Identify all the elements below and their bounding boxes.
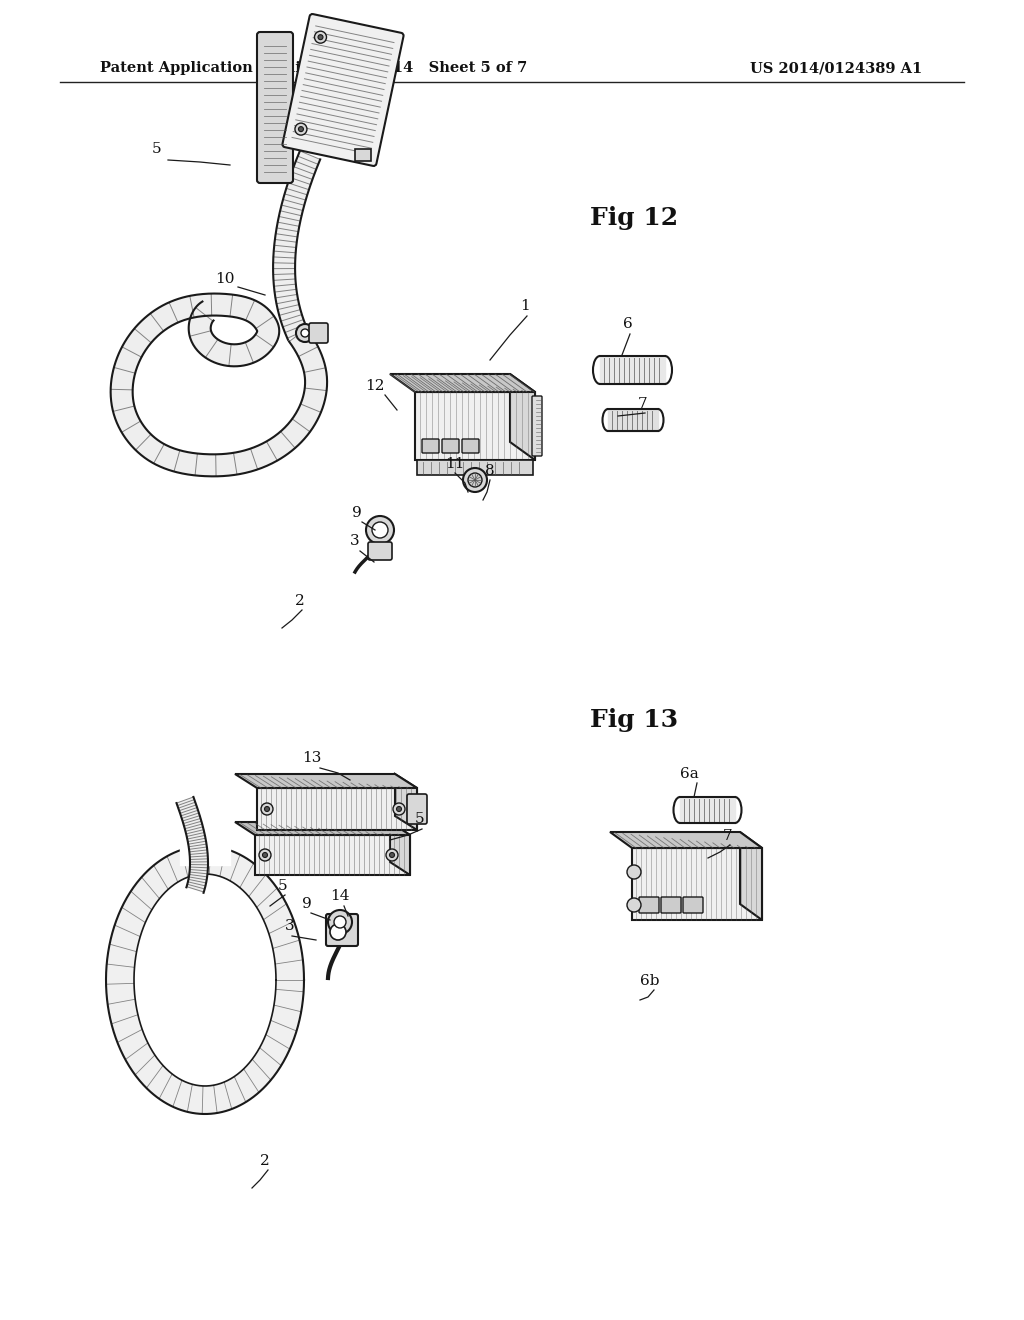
Text: 5: 5 bbox=[152, 143, 162, 156]
Text: 10: 10 bbox=[215, 272, 234, 286]
Text: May 8, 2014   Sheet 5 of 7: May 8, 2014 Sheet 5 of 7 bbox=[313, 61, 527, 75]
Text: 14: 14 bbox=[330, 888, 349, 903]
Circle shape bbox=[261, 803, 273, 814]
FancyBboxPatch shape bbox=[639, 898, 659, 913]
Text: 6a: 6a bbox=[680, 767, 698, 781]
Polygon shape bbox=[273, 150, 321, 339]
Circle shape bbox=[334, 916, 346, 928]
Bar bbox=[600, 356, 665, 384]
Polygon shape bbox=[176, 797, 208, 892]
Bar bbox=[417, 459, 534, 475]
Text: US 2014/0124389 A1: US 2014/0124389 A1 bbox=[750, 61, 923, 75]
FancyBboxPatch shape bbox=[407, 795, 427, 824]
Circle shape bbox=[318, 34, 323, 40]
Text: 2: 2 bbox=[295, 594, 305, 609]
Polygon shape bbox=[234, 822, 410, 836]
Polygon shape bbox=[395, 774, 417, 830]
Circle shape bbox=[389, 853, 394, 858]
Circle shape bbox=[298, 127, 303, 132]
FancyBboxPatch shape bbox=[462, 440, 479, 453]
Polygon shape bbox=[632, 847, 762, 920]
Text: 5: 5 bbox=[415, 812, 425, 826]
Circle shape bbox=[627, 865, 641, 879]
Bar bbox=[680, 797, 735, 822]
Text: 7: 7 bbox=[723, 829, 732, 843]
Polygon shape bbox=[234, 774, 417, 788]
Polygon shape bbox=[510, 374, 535, 459]
Circle shape bbox=[295, 123, 307, 135]
FancyBboxPatch shape bbox=[662, 898, 681, 913]
Circle shape bbox=[264, 807, 269, 812]
Text: 9: 9 bbox=[302, 898, 311, 911]
Text: 6b: 6b bbox=[640, 974, 659, 987]
Text: 3: 3 bbox=[285, 919, 295, 933]
Polygon shape bbox=[390, 374, 535, 392]
Bar bbox=[355, 149, 371, 161]
Polygon shape bbox=[255, 836, 410, 875]
Polygon shape bbox=[610, 832, 762, 847]
FancyBboxPatch shape bbox=[309, 323, 328, 343]
Polygon shape bbox=[415, 392, 535, 459]
Polygon shape bbox=[390, 822, 410, 875]
Text: Patent Application Publication: Patent Application Publication bbox=[100, 61, 352, 75]
FancyBboxPatch shape bbox=[368, 543, 392, 560]
Polygon shape bbox=[740, 832, 762, 920]
FancyBboxPatch shape bbox=[326, 913, 358, 946]
FancyBboxPatch shape bbox=[257, 32, 293, 183]
Bar bbox=[608, 409, 658, 432]
Text: 13: 13 bbox=[302, 751, 322, 766]
PathPatch shape bbox=[106, 846, 304, 1114]
FancyBboxPatch shape bbox=[422, 440, 439, 453]
Circle shape bbox=[314, 32, 327, 44]
Text: 5: 5 bbox=[278, 879, 288, 894]
Text: 9: 9 bbox=[352, 506, 361, 520]
Text: Fig 12: Fig 12 bbox=[590, 206, 678, 230]
Circle shape bbox=[330, 924, 346, 940]
Circle shape bbox=[259, 849, 271, 861]
FancyBboxPatch shape bbox=[283, 15, 403, 166]
FancyBboxPatch shape bbox=[683, 898, 703, 913]
Circle shape bbox=[396, 807, 401, 812]
FancyBboxPatch shape bbox=[532, 396, 542, 455]
Text: 12: 12 bbox=[365, 379, 384, 393]
Circle shape bbox=[301, 329, 309, 337]
Circle shape bbox=[468, 473, 482, 487]
Text: 6: 6 bbox=[623, 317, 633, 331]
Text: 2: 2 bbox=[260, 1154, 269, 1168]
Circle shape bbox=[386, 849, 398, 861]
Text: Fig 13: Fig 13 bbox=[590, 708, 678, 733]
Text: 7: 7 bbox=[638, 397, 647, 411]
Text: 8: 8 bbox=[485, 465, 495, 478]
Polygon shape bbox=[257, 788, 417, 830]
Circle shape bbox=[296, 323, 314, 342]
Polygon shape bbox=[111, 293, 327, 477]
Circle shape bbox=[463, 469, 487, 492]
Circle shape bbox=[372, 521, 388, 539]
FancyBboxPatch shape bbox=[442, 440, 459, 453]
Text: 1: 1 bbox=[520, 300, 529, 313]
Circle shape bbox=[328, 909, 352, 935]
Circle shape bbox=[393, 803, 406, 814]
Text: 3: 3 bbox=[350, 535, 359, 548]
Circle shape bbox=[262, 853, 267, 858]
Circle shape bbox=[627, 898, 641, 912]
Text: 11: 11 bbox=[445, 457, 465, 471]
Circle shape bbox=[366, 516, 394, 544]
